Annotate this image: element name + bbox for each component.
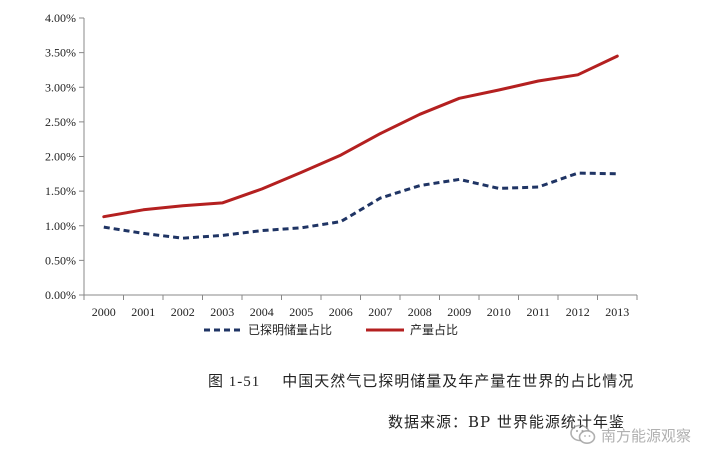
figure-caption: 图 1-51 中国天然气已探明储量及年产量在世界的占比情况 [208,370,634,391]
series-layer [102,54,619,240]
y-tick-label: 0.50% [45,253,76,267]
x-tick-label: 2008 [408,305,432,319]
y-tick-group: 0.00% 0.50% 1.00% 1.50% 2.00% 2.50% 3.00% 3.50%… [45,11,84,302]
wechat-icon [570,424,596,444]
x-tick-label: 2000 [92,305,116,319]
x-tick-label: 2006 [329,305,353,319]
legend: 已探明储量占比 产量占比 [204,322,458,337]
legend-label-production: 产量占比 [410,322,458,337]
y-tick-label: 1.50% [45,184,76,198]
y-tick-label: 1.00% [45,219,76,233]
x-tick-label: 2010 [487,305,511,319]
series-line-reserves [103,171,618,240]
line-chart: 0.00% 0.50% 1.00% 1.50% 2.00% 2.50% 3.00% 3.50%… [45,11,638,337]
watermark: 南方能源观察 [570,424,691,446]
x-tick-label: 2003 [210,305,234,319]
legend-label-reserves: 已探明储量占比 [248,322,332,337]
y-tick-label: 2.00% [45,150,76,164]
x-tick-label: 2005 [289,305,313,319]
x-axis: 2000 2001 2002 2003 2004 2005 2006 2007 2008 2009… [83,294,638,319]
y-tick-label: 0.00% [45,288,76,302]
x-tick-group: 2000 2001 2002 2003 2004 2005 2006 2007 2008 2009… [83,295,638,319]
watermark-text: 南方能源观察 [600,426,691,445]
figure-number: 图 1-51 [208,374,261,390]
x-tick-label: 2001 [131,305,155,319]
y-axis: 0.00% 0.50% 1.00% 1.50% 2.00% 2.50% 3.00% 3.50%… [45,11,85,302]
x-tick-label: 2013 [605,305,629,319]
x-tick-label: 2011 [526,305,550,319]
y-tick-label: 3.50% [45,46,76,60]
data-source: 数据来源：BP 世界能源统计年鉴 [388,413,625,431]
x-tick-label: 2012 [566,305,590,319]
x-tick-label: 2004 [250,305,274,319]
y-tick-label: 3.00% [45,80,76,94]
y-tick-label: 4.00% [45,11,76,25]
x-tick-label: 2002 [171,305,195,319]
y-tick-label: 2.50% [45,115,76,129]
figure-title: 中国天然气已探明储量及年产量在世界的占比情况 [282,372,635,390]
x-tick-label: 2007 [368,305,392,319]
x-tick-label: 2009 [447,305,471,319]
series-line-production [102,54,619,219]
